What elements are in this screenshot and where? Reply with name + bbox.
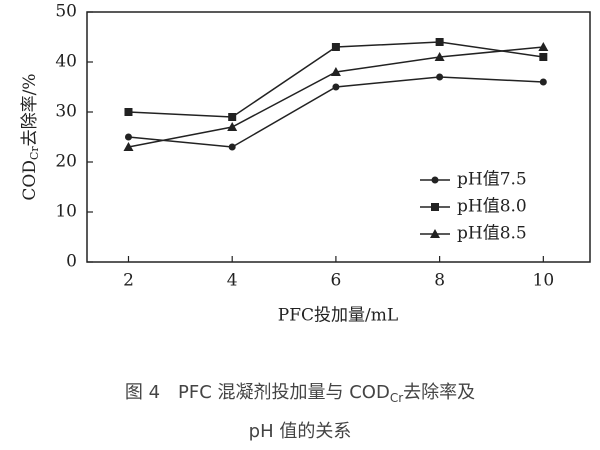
marker xyxy=(123,142,134,151)
marker xyxy=(124,133,132,141)
legend-label: pH值8.0 xyxy=(457,197,527,217)
marker xyxy=(435,38,444,46)
legend-marker xyxy=(431,203,439,211)
marker xyxy=(434,52,445,61)
y-label-rest: 去除率/% xyxy=(20,73,40,146)
y-tick-label: 40 xyxy=(55,52,77,72)
plot-frame xyxy=(86,11,591,263)
marker xyxy=(538,42,549,51)
x-tick-label: 6 xyxy=(330,271,341,291)
x-tick-label: 4 xyxy=(227,271,238,291)
y-tick-label: 30 xyxy=(55,102,77,122)
legend-label: pH值7.5 xyxy=(457,170,527,190)
marker xyxy=(539,53,548,61)
y-tick-label: 10 xyxy=(55,202,77,222)
x-tick-label: 8 xyxy=(434,271,445,291)
y-label-main: COD xyxy=(20,160,40,201)
legend-marker xyxy=(431,176,439,184)
caption-text: 去除率及 xyxy=(403,382,475,403)
marker xyxy=(228,113,237,121)
series-line xyxy=(128,46,544,148)
caption-line1: 图 4 PFC 混凝剂投加量与 CODCr去除率及 xyxy=(125,382,475,405)
y-label-sub: Cr xyxy=(28,146,41,160)
marker xyxy=(330,67,341,76)
marker xyxy=(436,73,444,81)
marker xyxy=(124,108,133,116)
x-axis-label: PFC投加量/mL xyxy=(278,306,398,326)
legend-label: pH值8.5 xyxy=(457,224,527,244)
marker xyxy=(332,83,340,91)
caption-sub: Cr xyxy=(390,391,403,405)
x-tick-label: 10 xyxy=(533,271,555,291)
caption-line2: pH 值的关系 xyxy=(249,421,352,442)
caption-text: 图 4 PFC 混凝剂投加量与 COD xyxy=(125,382,390,403)
legend-marker xyxy=(430,229,440,238)
marker xyxy=(228,143,236,151)
y-tick-label: 0 xyxy=(66,252,77,272)
marker xyxy=(331,43,340,51)
y-axis-label: CODCr去除率/% xyxy=(20,73,42,200)
marker xyxy=(539,78,547,86)
x-tick-label: 2 xyxy=(123,271,134,291)
marker xyxy=(227,122,238,131)
y-tick-label: 20 xyxy=(55,152,77,172)
y-tick-label: 50 xyxy=(55,2,77,22)
